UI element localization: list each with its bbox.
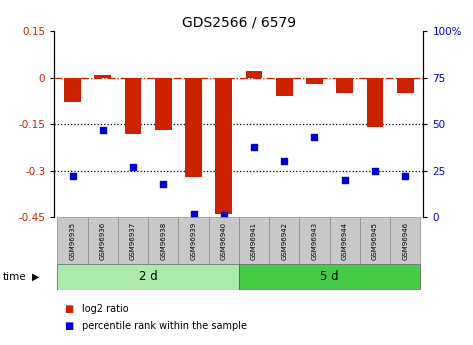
Point — [129, 164, 137, 170]
Bar — [276, 78, 292, 96]
Bar — [336, 78, 353, 93]
Text: GSM96935: GSM96935 — [70, 221, 76, 260]
Bar — [178, 217, 209, 264]
Bar — [245, 71, 263, 78]
Bar — [95, 75, 111, 78]
Text: 2 d: 2 d — [139, 270, 158, 283]
Bar — [125, 78, 141, 134]
Point — [371, 168, 379, 174]
Bar — [209, 217, 239, 264]
Bar — [239, 217, 269, 264]
Bar — [397, 78, 413, 93]
Text: GSM96937: GSM96937 — [130, 221, 136, 260]
Text: GSM96945: GSM96945 — [372, 221, 378, 260]
Text: GSM96942: GSM96942 — [281, 221, 287, 260]
Bar — [367, 78, 383, 127]
Bar — [330, 217, 360, 264]
Text: GSM96946: GSM96946 — [402, 221, 408, 260]
Bar — [57, 217, 88, 264]
Bar — [64, 78, 81, 102]
Text: GSM96943: GSM96943 — [311, 221, 317, 260]
Bar — [239, 264, 420, 290]
Point — [159, 181, 167, 187]
Point — [190, 211, 197, 216]
Bar — [299, 217, 330, 264]
Bar — [390, 217, 420, 264]
Bar — [155, 78, 172, 130]
Bar — [148, 217, 178, 264]
Text: log2 ratio: log2 ratio — [82, 304, 129, 314]
Point — [99, 127, 106, 132]
Bar — [57, 264, 239, 290]
Bar — [88, 217, 118, 264]
Text: ■: ■ — [64, 304, 73, 314]
Bar — [306, 78, 323, 84]
Text: GSM96941: GSM96941 — [251, 221, 257, 260]
Point — [280, 159, 288, 164]
Bar — [215, 78, 232, 214]
Text: GSM96940: GSM96940 — [221, 221, 227, 260]
Point — [69, 174, 76, 179]
Text: GSM96936: GSM96936 — [100, 221, 106, 260]
Text: GSM96939: GSM96939 — [191, 221, 196, 260]
Point — [220, 213, 228, 218]
Point — [341, 177, 349, 183]
Text: ▶: ▶ — [32, 272, 40, 282]
Text: GDS2566 / 6579: GDS2566 / 6579 — [182, 16, 296, 30]
Text: GSM96944: GSM96944 — [342, 221, 348, 260]
Text: ■: ■ — [64, 321, 73, 331]
Point — [311, 135, 318, 140]
Text: time: time — [2, 272, 26, 282]
Point — [250, 144, 258, 149]
Text: GSM96938: GSM96938 — [160, 221, 166, 260]
Text: 5 d: 5 d — [320, 270, 339, 283]
Bar — [118, 217, 148, 264]
Bar — [360, 217, 390, 264]
Bar — [269, 217, 299, 264]
Point — [402, 174, 409, 179]
Bar — [185, 78, 202, 177]
Text: percentile rank within the sample: percentile rank within the sample — [82, 321, 247, 331]
